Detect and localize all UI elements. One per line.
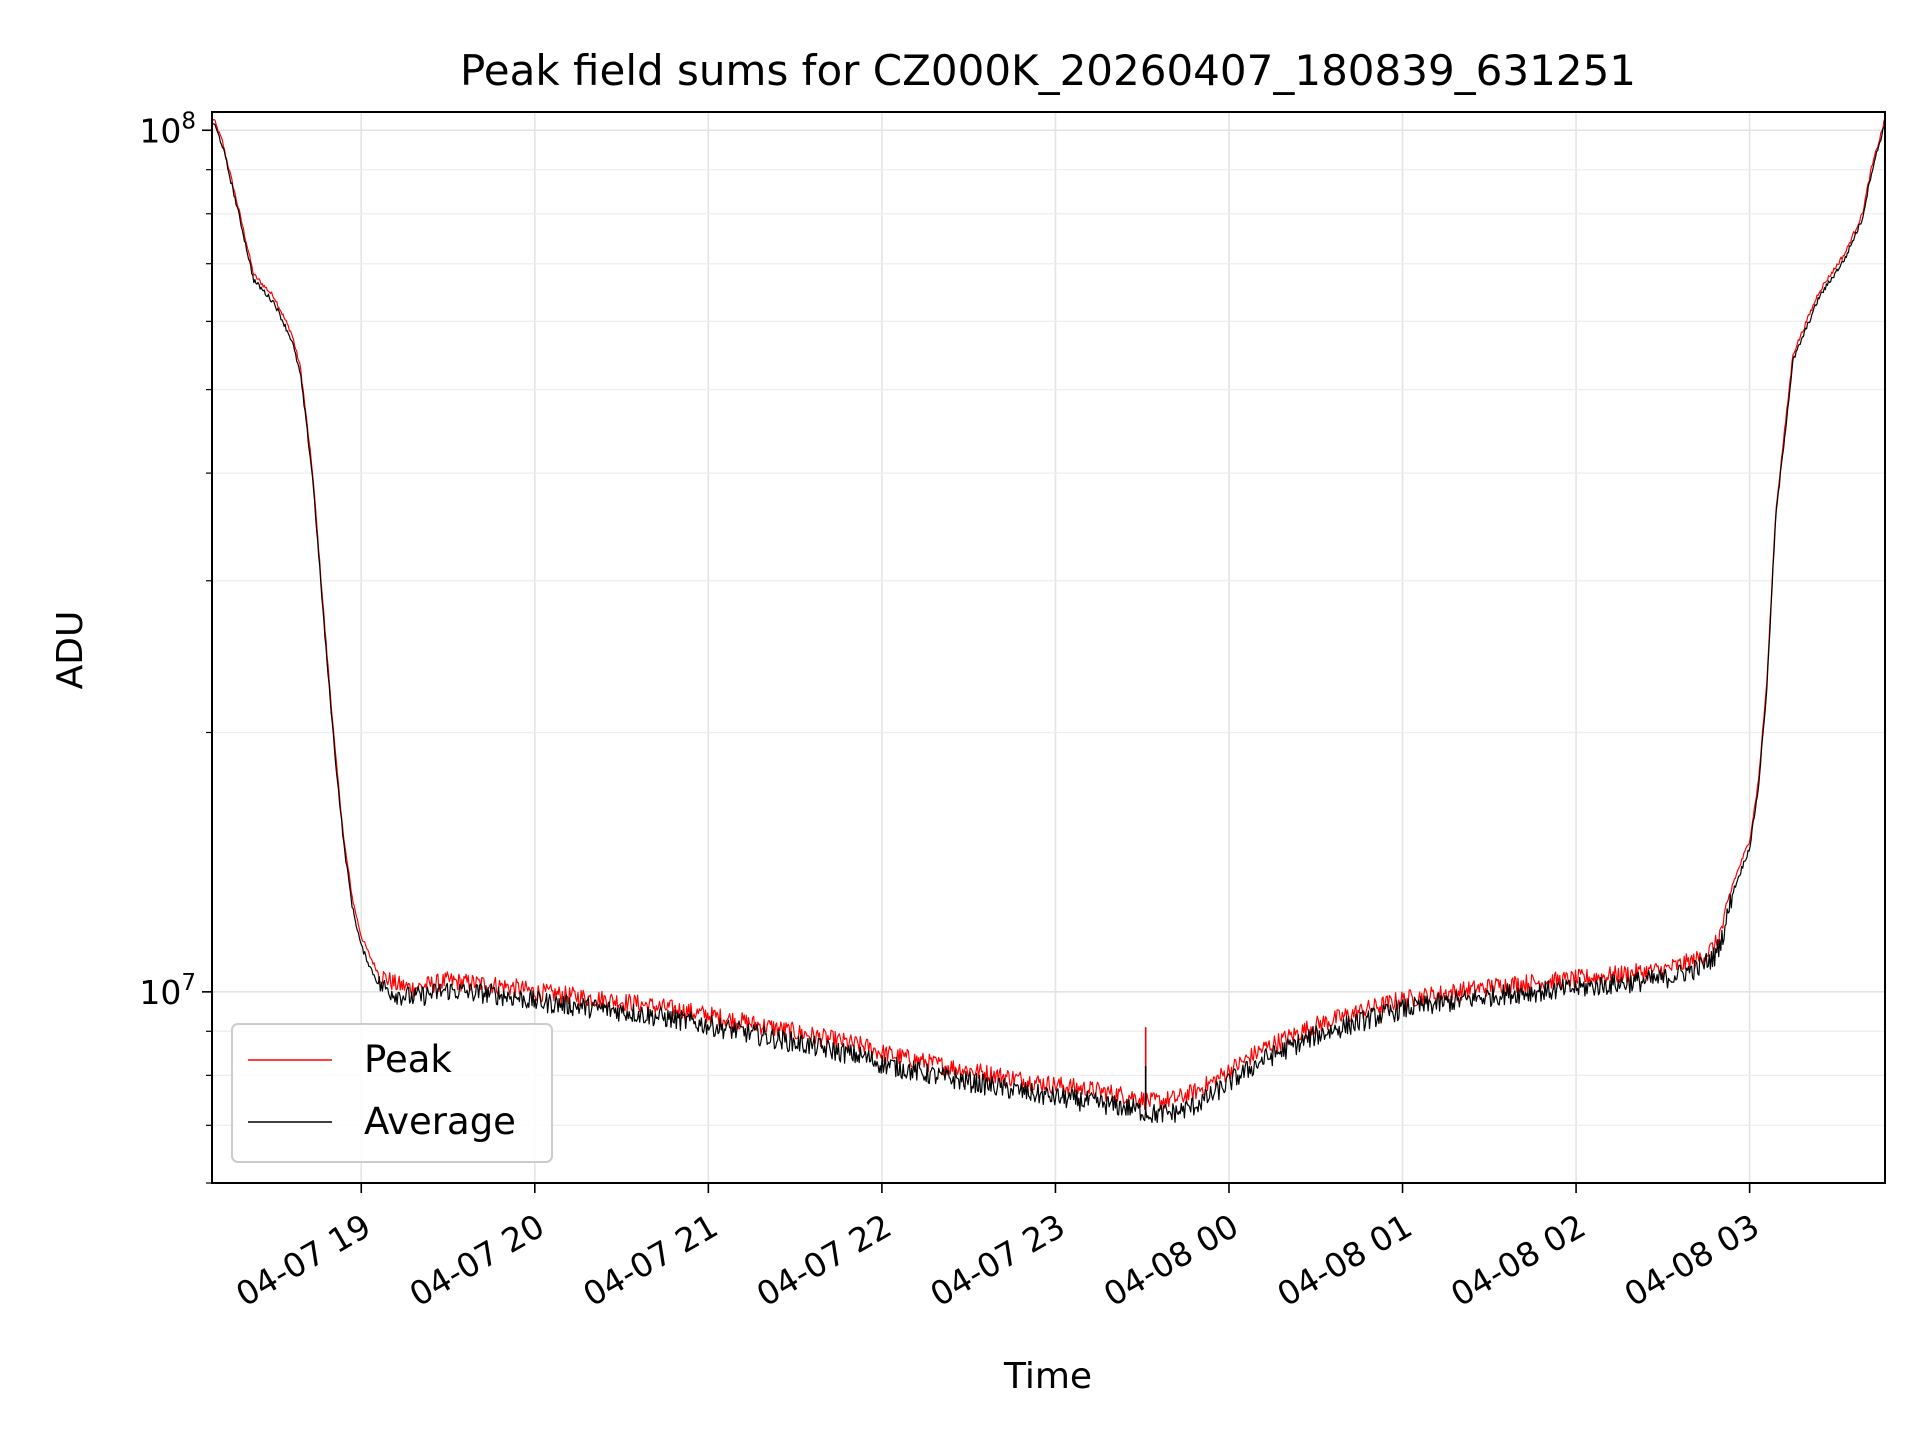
- legend-label-peak: Peak: [364, 1038, 452, 1081]
- chart-title: Peak field sums for CZ000K_20260407_1808…: [460, 46, 1636, 95]
- y-axis-ticks: 107 108: [139, 108, 212, 1184]
- plot-area-frame: [211, 111, 1886, 1184]
- legend: Peak Average: [231, 1023, 553, 1163]
- y-tick-label: 108: [139, 108, 196, 150]
- legend-box: [231, 1023, 553, 1163]
- legend-label-average: Average: [364, 1100, 516, 1143]
- series-line-average: [211, 122, 1886, 1124]
- x-axis-label: Time: [1003, 1356, 1092, 1397]
- y-axis-label: ADU: [50, 611, 91, 690]
- y-tick-label: 107: [139, 970, 196, 1012]
- series-layer: [211, 118, 1886, 1124]
